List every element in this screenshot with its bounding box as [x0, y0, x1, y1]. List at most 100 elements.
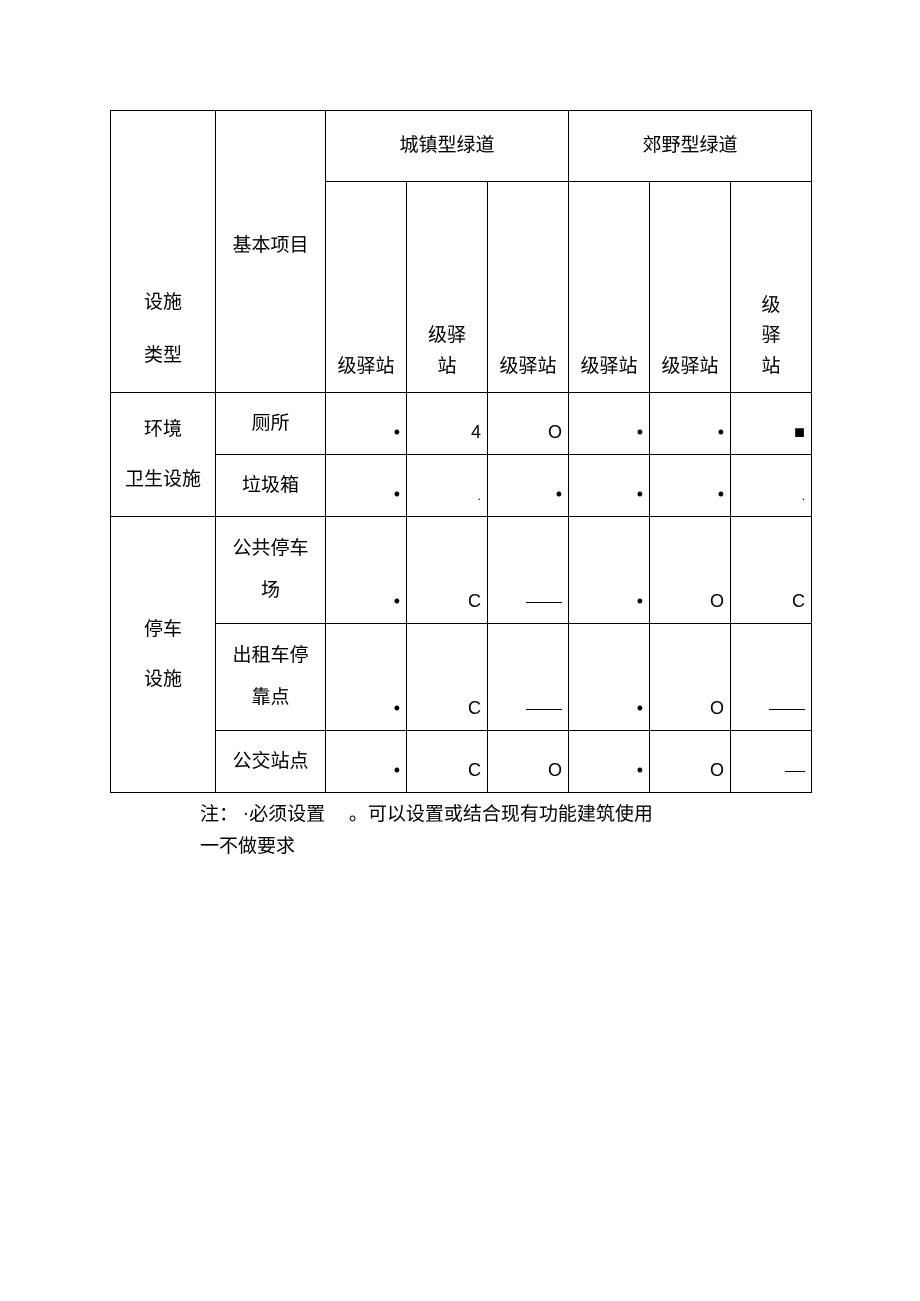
- data-cell: [731, 731, 812, 793]
- data-cell: •: [326, 393, 407, 455]
- header-row-1: 设施 类型 基本项目 城镇型绿道 郊野型绿道: [111, 111, 812, 182]
- dot-icon: •: [637, 484, 643, 504]
- table-row: 垃圾箱 •. • • •.: [111, 455, 812, 517]
- data-cell: •: [326, 517, 407, 624]
- note-may: 。可以设置或结合现有功能建筑使用: [349, 804, 653, 825]
- type-cell: 环境 卫生设施: [111, 393, 216, 517]
- small-dot-icon: .: [478, 489, 481, 503]
- dot-icon: •: [394, 422, 400, 442]
- dot-icon: •: [394, 484, 400, 504]
- note-prefix: 注：: [200, 804, 238, 825]
- text: 级驿站: [662, 356, 719, 377]
- item-cell: 厕所: [216, 393, 326, 455]
- circle-icon: O: [710, 760, 724, 780]
- data-cell: .: [407, 455, 488, 517]
- hdr-urban-group: 城镇型绿道: [326, 111, 569, 182]
- text: 级驿 站: [428, 325, 466, 376]
- text: 郊野型绿道: [643, 135, 738, 156]
- small-dot-icon: .: [802, 489, 805, 503]
- table-row: 公交站点 • C O • O: [111, 731, 812, 793]
- hdr-sub-b: 级驿 站: [407, 182, 488, 393]
- data-cell: •: [569, 393, 650, 455]
- dash-icon: [785, 771, 805, 772]
- item-cell: 出租车停 靠点: [216, 624, 326, 731]
- table-row: 停车 设施公共停车 场•C•OC: [111, 517, 812, 624]
- dot-icon: •: [394, 698, 400, 718]
- data-cell: •: [569, 517, 650, 624]
- data-cell: •: [569, 624, 650, 731]
- data-cell: O: [650, 731, 731, 793]
- data-cell: C: [407, 517, 488, 624]
- data-cell: [731, 624, 812, 731]
- note-none: 一不做要求: [200, 836, 295, 857]
- data-cell: C: [407, 624, 488, 731]
- hdr-basic-item: 基本项目: [216, 111, 326, 393]
- dot-icon: •: [637, 760, 643, 780]
- hdr-rural-group: 郊野型绿道: [569, 111, 812, 182]
- data-cell: •: [569, 455, 650, 517]
- data-cell: 4: [407, 393, 488, 455]
- table-row: 出租车停 靠点 • C • O: [111, 624, 812, 731]
- c-icon: C: [468, 591, 481, 611]
- item-cell: 公交站点: [216, 731, 326, 793]
- hdr-facility-type: 设施 类型: [111, 111, 216, 393]
- c-icon: C: [792, 591, 805, 611]
- data-cell: O: [650, 624, 731, 731]
- hdr-sub-d: 级驿站: [569, 182, 650, 393]
- hdr-sub-c: 级驿站: [488, 182, 569, 393]
- dot-icon: •: [556, 484, 562, 504]
- data-cell: •: [326, 731, 407, 793]
- data-cell: •: [326, 455, 407, 517]
- text: 级驿站: [500, 356, 557, 377]
- text: 级驿站: [581, 356, 638, 377]
- data-cell: .: [731, 455, 812, 517]
- data-cell: •: [650, 393, 731, 455]
- dot-icon: •: [637, 591, 643, 611]
- text: 基本项目: [232, 235, 308, 256]
- data-cell: C: [407, 731, 488, 793]
- dash-icon: [769, 709, 805, 710]
- circle-icon: O: [710, 698, 724, 718]
- four-icon: 4: [471, 422, 481, 442]
- data-cell: [488, 624, 569, 731]
- dash-icon: [526, 602, 562, 603]
- dot-icon: •: [394, 591, 400, 611]
- page: 设施 类型 基本项目 城镇型绿道 郊野型绿道 级驿站 级驿 站 级驿站 级驿站 …: [0, 0, 920, 864]
- data-cell: •: [488, 455, 569, 517]
- data-cell: •: [569, 731, 650, 793]
- data-cell: •: [650, 455, 731, 517]
- dot-icon: •: [637, 422, 643, 442]
- type-cell: 停车 设施: [111, 517, 216, 793]
- hdr-sub-a: 级驿站: [326, 182, 407, 393]
- hdr-sub-e: 级驿站: [650, 182, 731, 393]
- circle-icon: O: [548, 422, 562, 442]
- item-cell: 公共停车 场: [216, 517, 326, 624]
- table-row: 环境 卫生设施厕所•4O••■: [111, 393, 812, 455]
- dot-icon: •: [394, 760, 400, 780]
- c-icon: C: [468, 698, 481, 718]
- notes: 注： ·必须设置 。可以设置或结合现有功能建筑使用 一不做要求: [200, 799, 820, 864]
- item-cell: 垃圾箱: [216, 455, 326, 517]
- facility-table: 设施 类型 基本项目 城镇型绿道 郊野型绿道 级驿站 级驿 站 级驿站 级驿站 …: [110, 110, 812, 793]
- text: 级 驿 站: [762, 295, 781, 377]
- data-cell: O: [650, 517, 731, 624]
- dot-icon: •: [718, 484, 724, 504]
- dash-icon: [526, 709, 562, 710]
- data-cell: C: [731, 517, 812, 624]
- data-cell: •: [326, 624, 407, 731]
- data-cell: O: [488, 731, 569, 793]
- data-cell: O: [488, 393, 569, 455]
- dot-icon: •: [637, 698, 643, 718]
- text: 设施 类型: [111, 276, 215, 382]
- text: 级驿站: [337, 356, 394, 377]
- data-cell: ■: [731, 393, 812, 455]
- dot-icon: •: [718, 422, 724, 442]
- note-must: ·必须设置: [243, 804, 325, 825]
- circle-icon: O: [548, 760, 562, 780]
- table-body: 环境 卫生设施厕所 • 4 O • • ■ 垃圾箱 •. • • •. 停车 设施公共停车 场 • C • O C…: [111, 393, 812, 793]
- c-icon: C: [468, 760, 481, 780]
- square-icon: ■: [794, 422, 805, 442]
- data-cell: [488, 517, 569, 624]
- circle-icon: O: [710, 591, 724, 611]
- hdr-sub-f: 级 驿 站: [731, 182, 812, 393]
